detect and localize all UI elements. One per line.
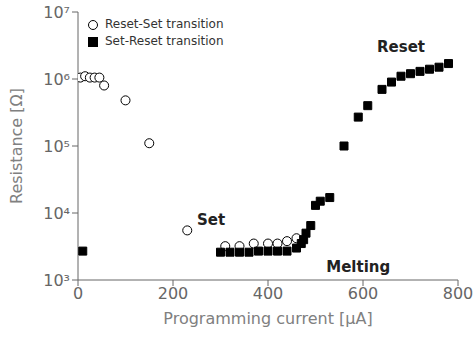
svg-text:400: 400 xyxy=(253,284,284,303)
html-text:Set-Reset transition: Set-Reset transition xyxy=(105,34,224,48)
svg-text:Resistance [Ω]: Resistance [Ω] xyxy=(8,88,26,204)
svg-text:Melting: Melting xyxy=(326,258,390,276)
svg-text:Set: Set xyxy=(197,211,225,229)
svg-text:10⁵: 10⁵ xyxy=(43,137,70,156)
svg-text:Programming current [μA]: Programming current [μA] xyxy=(163,309,372,328)
svg-text:Reset: Reset xyxy=(377,38,425,56)
svg-text:10⁷: 10⁷ xyxy=(43,3,70,22)
svg-text:0: 0 xyxy=(73,284,83,303)
svg-text:600: 600 xyxy=(348,284,379,303)
svg-text:10⁶: 10⁶ xyxy=(43,70,70,89)
svg-text:10⁴: 10⁴ xyxy=(43,204,70,223)
svg-text:800: 800 xyxy=(443,284,466,303)
svg-text:200: 200 xyxy=(158,284,189,303)
svg-text:10³: 10³ xyxy=(43,271,70,290)
html-text:Reset-Set transition: Reset-Set transition xyxy=(105,17,224,31)
